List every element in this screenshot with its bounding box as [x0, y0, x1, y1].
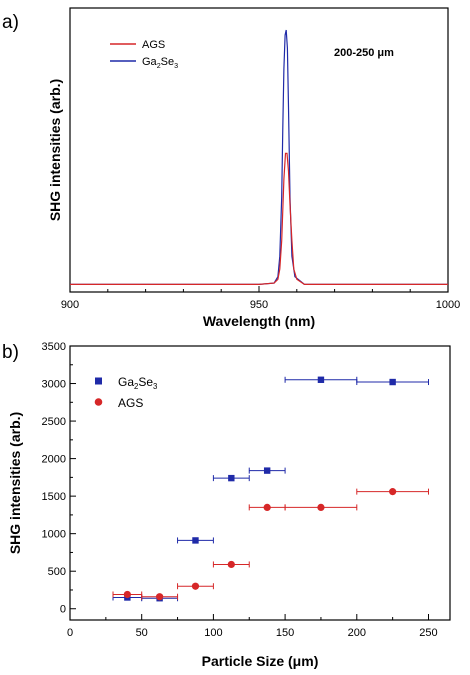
panel-b: b) 0 50 100 150 200 2500500100015002000250030…: [2, 341, 451, 669]
legend-marker-ga2se3: [95, 377, 102, 385]
panel-b-x-axis-label: Particle Size (μm): [202, 653, 319, 669]
data-point-ags: [123, 590, 131, 599]
panel-b-y-tick-label: 2000: [42, 454, 66, 466]
panel-a-x-tick-label: 900: [61, 299, 79, 311]
panel-b-x-tick-label: 150: [276, 627, 294, 639]
panel-b-series: [112, 376, 429, 602]
series-line-ags: [70, 152, 448, 285]
data-point-ags: [191, 582, 200, 590]
panel-b-x-tick-label: 100: [204, 627, 222, 639]
data-point-ga2se3: [192, 537, 199, 544]
panel-a-x-tick-label: 950: [250, 299, 268, 311]
legend-label-ags: AGS: [118, 396, 143, 410]
data-point-ags: [263, 503, 271, 511]
panel-a-annotation: 200-250 μm: [334, 47, 394, 59]
panel-a-label: a): [2, 12, 19, 33]
panel-b-y-tick-label: 1000: [42, 529, 66, 541]
legend-label-ga2se3: Ga2Se3: [142, 56, 178, 70]
panel-b-y-axis-label: SHG intensities (arb.): [7, 412, 23, 554]
panel-b-y-tick-label: 2500: [42, 416, 66, 428]
series-line-ga2se3: [70, 29, 448, 285]
panel-b-x-tick-label: 250: [419, 627, 437, 639]
panel-b-label: b): [2, 342, 19, 363]
panel-b-y-tick-label: 3500: [42, 341, 66, 353]
panel-b-y-tick-label: 0: [60, 604, 66, 616]
data-point-ags: [317, 503, 325, 511]
panel-b-x-tick-label: 0: [67, 627, 73, 639]
data-point-ags: [227, 560, 235, 569]
panel-b-y-tick-label: 3000: [42, 379, 66, 391]
data-point-ga2se3: [389, 378, 396, 386]
legend-label-ags: AGS: [142, 39, 165, 51]
panel-b-y-tick-label: 1500: [42, 491, 66, 503]
panel-a-series: [70, 29, 448, 285]
data-point-ags: [389, 488, 397, 496]
panel-b-frame: [69, 345, 451, 621]
data-point-ga2se3: [228, 474, 235, 482]
panel-a-y-axis-label: SHG intensities (arb.): [47, 79, 63, 221]
legend-marker-ags: [94, 398, 103, 406]
legend-label-ga2se3: Ga2Se3: [118, 375, 157, 391]
data-point-ags: [156, 593, 164, 601]
panel-a-x-axis-label: Wavelength (nm): [203, 313, 315, 329]
panel-b-ticks: 0 50 100 150 200 2500500100015002000250030003…: [42, 341, 438, 639]
panel-b-x-tick-label: 200: [348, 627, 366, 639]
panel-a: a) 900 950 1000 Wavelength (nm) SHG intens…: [2, 7, 460, 329]
panel-b-y-tick-label: 500: [48, 566, 66, 578]
panel-b-legend: Ga2Se3 AGS: [94, 375, 157, 410]
panel-a-legend: AGS Ga2Se3: [110, 39, 178, 70]
panel-a-ticks: 900 950 1000: [61, 286, 460, 311]
data-point-ga2se3: [317, 376, 325, 383]
data-point-ga2se3: [263, 467, 271, 474]
panel-a-x-tick-label: 1000: [436, 299, 460, 311]
panel-b-x-tick-label: 50: [136, 627, 148, 639]
